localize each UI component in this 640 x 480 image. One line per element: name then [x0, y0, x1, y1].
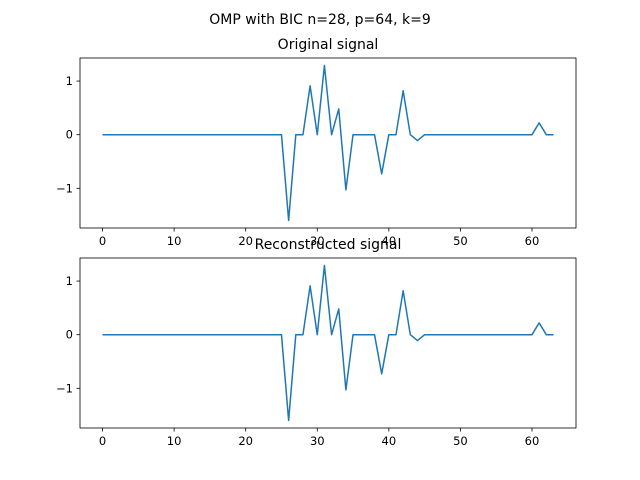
series-line-1	[102, 264, 554, 422]
x-tick-label: 30	[310, 434, 325, 448]
series-line-1	[102, 64, 554, 222]
axes-2: 0 10 20 30 40 50 60 −1 0 1 Reconstructed signal	[56, 237, 577, 448]
x-tick-label: 20	[238, 434, 253, 448]
x-tick-label: 10	[167, 434, 182, 448]
x-tick-label: 60	[525, 234, 540, 248]
axes-title: Original signal	[278, 37, 379, 53]
axes-1: 0 10 20 30 40 50 60 −1 0 1 Original signal	[56, 37, 577, 248]
x-tick-label: 0	[99, 234, 106, 248]
y-tick-label: 0	[66, 128, 73, 142]
y-tick-label: 0	[66, 328, 73, 342]
y-tick-label: −1	[56, 381, 73, 395]
x-tick-label: 20	[238, 234, 253, 248]
x-tick-label: 30	[310, 234, 325, 248]
x-tick-label: 60	[525, 434, 540, 448]
y-tick-label: 1	[66, 274, 73, 288]
axes-title: Reconstructed signal	[255, 237, 402, 253]
axes-frame	[79, 257, 577, 429]
axes-frame	[79, 57, 577, 229]
y-tick-label: −1	[56, 181, 73, 195]
x-tick-label: 10	[167, 234, 182, 248]
x-tick-label: 0	[99, 434, 106, 448]
x-tick-label: 50	[453, 234, 468, 248]
x-tick-label: 50	[453, 434, 468, 448]
y-tick-label: 1	[66, 74, 73, 88]
x-tick-label: 40	[382, 434, 397, 448]
x-tick-label: 40	[382, 234, 397, 248]
figure-suptitle: OMP with BIC n=28, p=64, k=9	[209, 12, 431, 28]
